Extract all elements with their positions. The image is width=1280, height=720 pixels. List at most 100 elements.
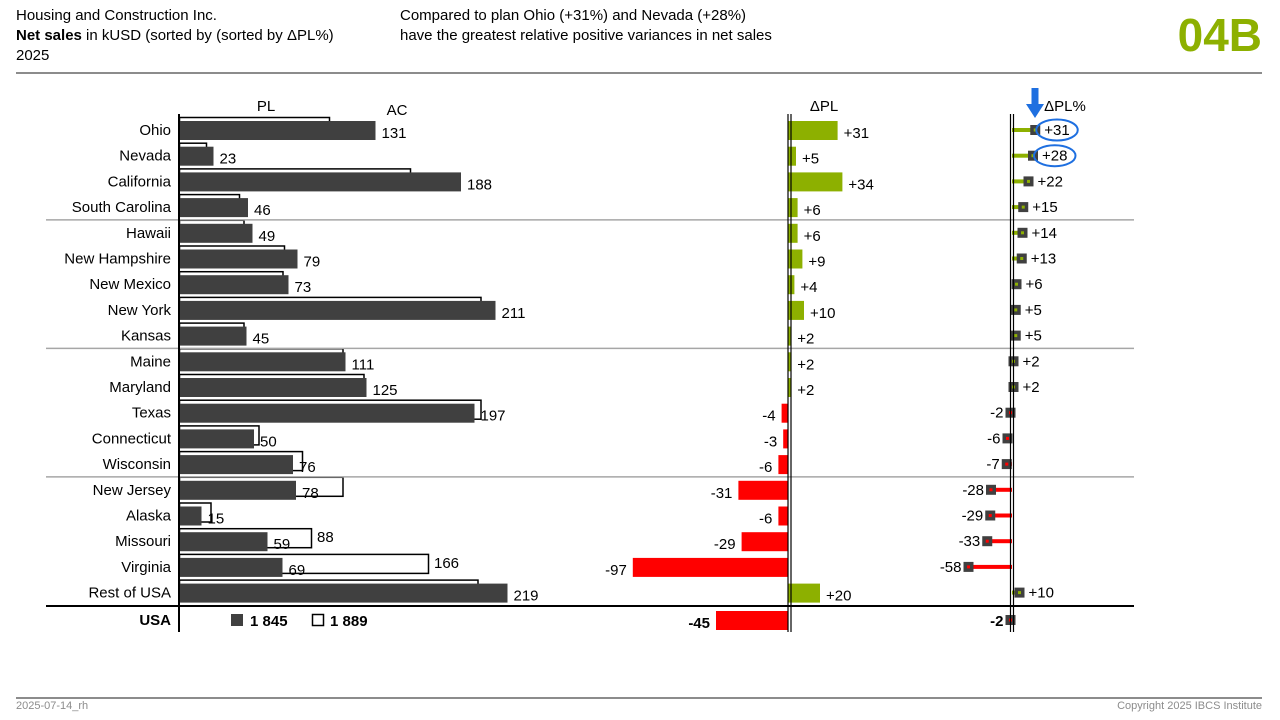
- delta-pl-label: +6: [804, 202, 821, 219]
- delta-pl-label: +9: [808, 254, 825, 271]
- delta-pl-header: ΔPL: [810, 98, 838, 115]
- delta-pl-pct-label: +14: [1032, 225, 1057, 242]
- ac-legend-swatch: [231, 614, 243, 626]
- delta-pl-pct-pin: [987, 539, 1012, 544]
- delta-pl-pct-total-label: -2: [990, 613, 1003, 630]
- ac-bar: [179, 352, 346, 372]
- ac-bar: [179, 506, 202, 526]
- ac-bar: [179, 583, 508, 603]
- delta-pl-pct-head-core: [1014, 334, 1018, 338]
- ac-total-label: 1 845: [250, 613, 288, 630]
- ac-bar: [179, 300, 496, 320]
- delta-pl-bar: [788, 121, 838, 140]
- ac-value-label: 79: [304, 254, 321, 271]
- delta-pl-label: +4: [800, 279, 817, 296]
- delta-pl-pct-head-core: [1020, 257, 1024, 260]
- delta-pl-bar: [788, 352, 792, 372]
- ac-bar: [179, 532, 268, 552]
- footer-date: 2025-07-14_rh: [16, 700, 89, 712]
- delta-pl-bar: [788, 326, 792, 346]
- delta-pl-pct-pin: [1012, 205, 1024, 210]
- message: Compared to plan Ohio (+31%) and Nevada …: [400, 6, 920, 46]
- delta-pl-pct-label: +10: [1029, 585, 1054, 602]
- footer-rule: [16, 697, 1262, 699]
- ac-bar: [179, 198, 248, 218]
- delta-pl-pct-label: +2: [1023, 379, 1040, 396]
- category-label: Connecticut: [92, 430, 172, 447]
- delta-pl-bar: [788, 249, 803, 269]
- delta-pl-label: +31: [844, 125, 869, 142]
- category-label: Ohio: [139, 122, 171, 139]
- ac-value-label: 50: [260, 433, 277, 450]
- ac-value-label: 131: [382, 125, 407, 142]
- delta-pl-pct-head-core: [1018, 591, 1021, 595]
- ac-value-label: 46: [254, 202, 271, 219]
- footer-copyright: Copyright 2025 IBCS Institute: [1117, 700, 1262, 712]
- delta-pl-label: -4: [762, 408, 775, 425]
- delta-pl-label: -6: [759, 511, 772, 528]
- delta-pl-pct-pin: [990, 513, 1012, 518]
- chart-header: Housing and Construction Inc. Net sales …: [16, 6, 386, 66]
- delta-pl-pct-head-core: [1015, 282, 1018, 286]
- delta-pl-bar: [738, 480, 788, 500]
- delta-pl-label: +20: [826, 588, 851, 605]
- category-label: New Jersey: [93, 482, 172, 499]
- down-arrow-icon: [1031, 88, 1039, 105]
- category-label: New York: [108, 302, 172, 319]
- delta-pl-label: -97: [605, 562, 627, 579]
- ac-bar: [179, 455, 293, 475]
- ac-value-label: 59: [274, 536, 291, 553]
- ac-value-label: 78: [302, 485, 319, 502]
- delta-pl-pct-label: -58: [940, 559, 962, 576]
- ac-value-label: 45: [253, 331, 270, 348]
- delta-pl-pct-label: +5: [1025, 302, 1042, 319]
- delta-pl-bar: [788, 172, 843, 192]
- header-rule: [16, 72, 1262, 74]
- category-label: New Hampshire: [64, 251, 171, 268]
- delta-pl-pct-label: +6: [1026, 276, 1043, 293]
- delta-pl-pct-label: +5: [1025, 328, 1042, 345]
- delta-pl-bar: [632, 557, 788, 577]
- delta-pl-pct-head-core: [1006, 436, 1009, 440]
- total-label: USA: [139, 612, 171, 629]
- delta-pl-bar: [788, 198, 798, 218]
- delta-pl-label: -3: [764, 433, 777, 450]
- delta-pl-pct-label: +31: [1044, 122, 1069, 139]
- delta-pl-label: -31: [711, 485, 733, 502]
- delta-pl-total-bar: [716, 611, 788, 630]
- delta-pl-pct-pin: [1012, 179, 1029, 184]
- delta-pl-bar: [741, 532, 788, 552]
- pl-column-header: PL: [257, 98, 275, 115]
- delta-pl-pct-head-core: [988, 514, 992, 517]
- category-label: Nevada: [119, 148, 171, 165]
- category-label: Virginia: [121, 559, 171, 576]
- delta-pl-bar: [778, 455, 788, 475]
- delta-pl-pct-head-core: [1005, 462, 1009, 466]
- delta-pl-pct-pin: [968, 564, 1012, 569]
- ac-bar: [179, 275, 289, 295]
- measure-name: Net sales: [16, 27, 82, 44]
- delta-pl-pct-label: +22: [1038, 173, 1063, 190]
- category-label: California: [108, 173, 172, 190]
- ac-value-label: 188: [467, 176, 492, 193]
- delta-pl-pct-label: -28: [962, 482, 984, 499]
- delta-pl-label: -6: [759, 459, 772, 476]
- delta-pl-pct-pin: [1012, 128, 1036, 132]
- pl-total-label: 1 889: [330, 613, 368, 630]
- delta-pl-pct-head-core: [985, 539, 989, 543]
- ac-value-label: 211: [502, 305, 526, 322]
- delta-pl-label: +10: [810, 305, 835, 322]
- ac-bar: [179, 121, 376, 140]
- category-label: Alaska: [126, 508, 172, 525]
- delta-pl-bar: [788, 378, 792, 397]
- ac-bar: [179, 223, 253, 243]
- ac-value-label: 111: [352, 356, 375, 373]
- delta-pl-bar: [788, 300, 804, 320]
- delta-pl-pct-head-core: [1021, 205, 1025, 209]
- category-label: South Carolina: [72, 199, 172, 216]
- ac-bar: [179, 249, 298, 269]
- delta-pl-bar: [778, 506, 788, 526]
- ac-value-label: 197: [481, 408, 506, 425]
- delta-pl-pct-label: +2: [1023, 353, 1040, 370]
